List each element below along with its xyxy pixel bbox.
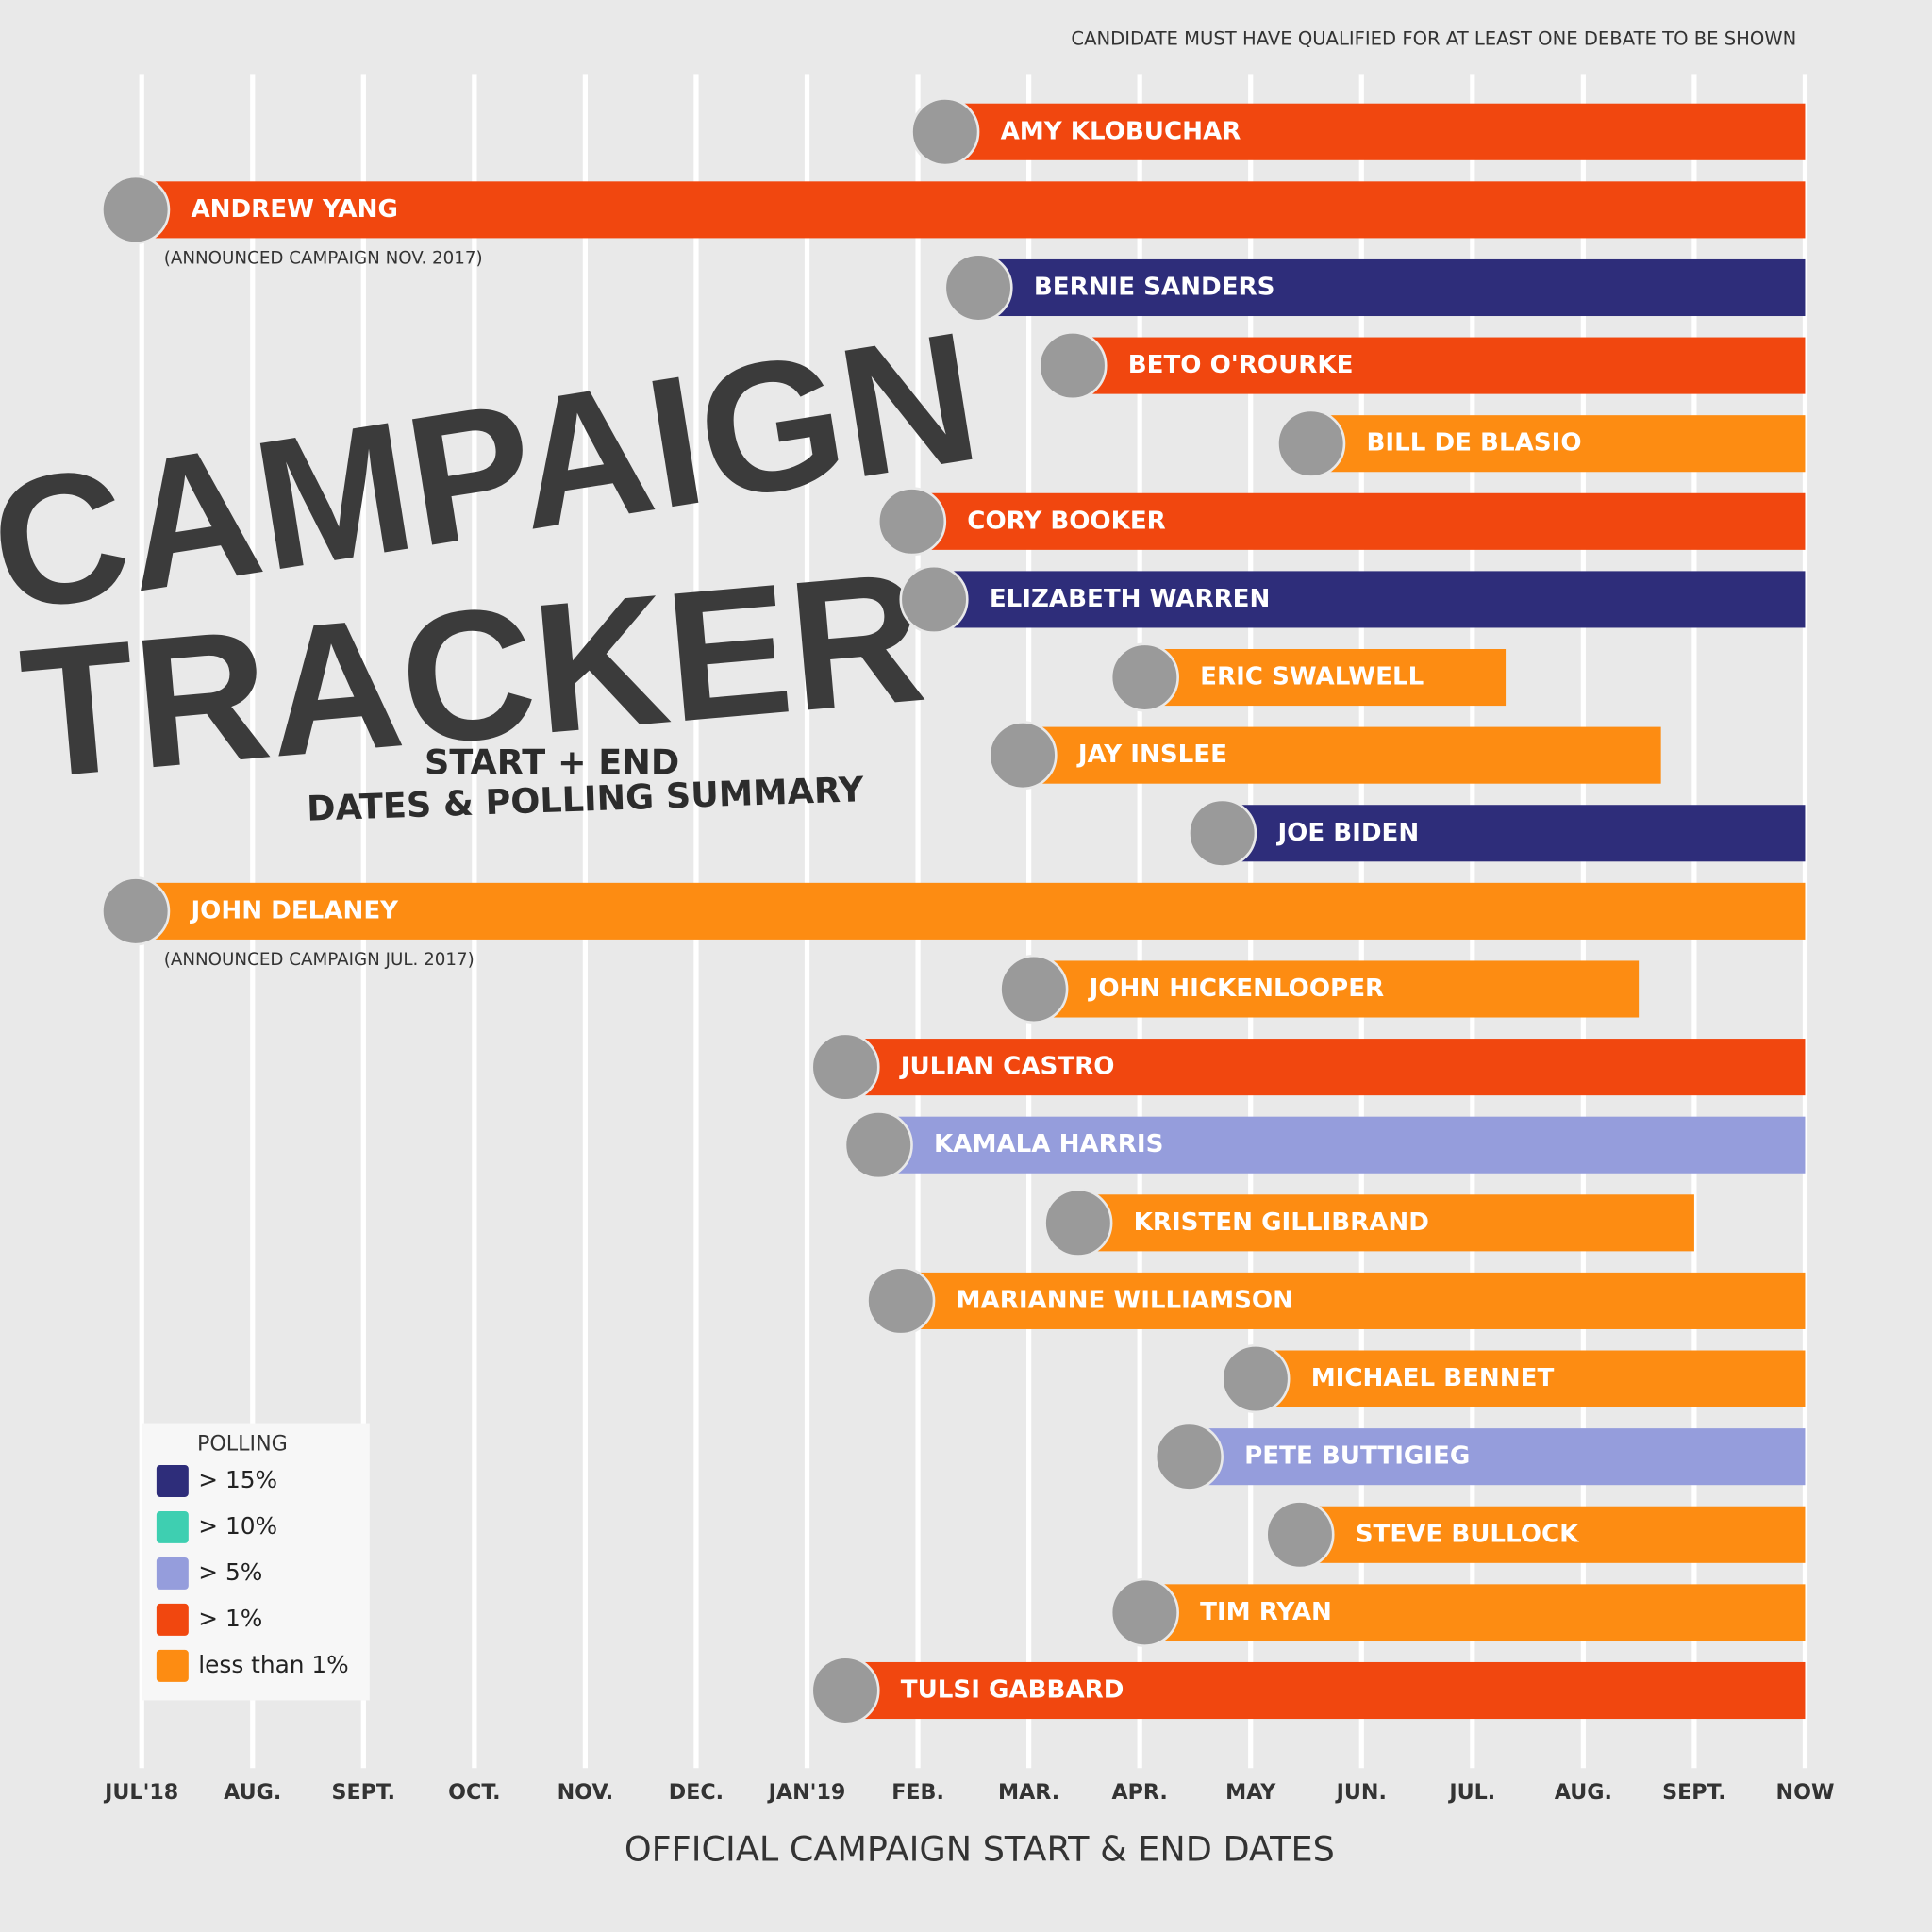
candidate-face: [1154, 1422, 1224, 1491]
legend-label: less than 1%: [198, 1651, 348, 1678]
candidate-face: [1221, 1343, 1291, 1414]
bar-label: KRISTEN GILLIBRAND: [1134, 1208, 1429, 1237]
candidate-face: [999, 954, 1069, 1024]
legend-swatch: [156, 1510, 189, 1543]
bar-label: JAY INSLEE: [1076, 741, 1227, 769]
x-axis-label: OFFICIAL CAMPAIGN START & END DATES: [625, 1828, 1335, 1869]
x-tick-label: AUG.: [1555, 1780, 1612, 1805]
bar: [1194, 1428, 1806, 1486]
bar: [1228, 805, 1806, 862]
candidate-face: [1038, 331, 1108, 401]
bar-note: (ANNOUNCED CAMPAIGN NOV. 2017): [164, 249, 483, 269]
bar-label: JOHN DELANEY: [189, 896, 399, 924]
bar-label: MICHAEL BENNET: [1311, 1364, 1555, 1392]
candidate-face: [1109, 642, 1179, 712]
x-tick-label: JUN.: [1335, 1780, 1387, 1805]
bar-label: ERIC SWALWELL: [1200, 663, 1424, 691]
x-tick-label: OCT.: [448, 1780, 500, 1805]
bar: [1261, 1350, 1806, 1407]
bar: [907, 1272, 1806, 1329]
candidate-face: [910, 97, 980, 167]
bar-label: ANDREW YANG: [191, 195, 397, 224]
candidate-face: [101, 876, 171, 946]
x-tick-label: JUL'18: [103, 1780, 178, 1805]
chart-subtitle: START + END: [425, 741, 679, 782]
candidate-face: [943, 253, 1013, 323]
bar: [1306, 1506, 1806, 1563]
x-tick-label: SEPT.: [332, 1780, 396, 1805]
x-tick-label: NOV.: [558, 1780, 614, 1805]
bar: [851, 1039, 1806, 1096]
bar-label: BILL DE BLASIO: [1366, 429, 1581, 458]
bar: [1150, 1584, 1806, 1641]
bar: [1078, 337, 1806, 394]
x-tick-label: JUL.: [1447, 1780, 1495, 1805]
x-tick-label: JAN'19: [767, 1780, 846, 1805]
x-tick-label: MAR.: [998, 1780, 1059, 1805]
bar: [940, 571, 1806, 628]
x-tick-label: SEPT.: [1662, 1780, 1726, 1805]
legend-title: POLLING: [197, 1431, 288, 1456]
legend-label: > 10%: [198, 1512, 277, 1540]
x-tick-label: MAY: [1225, 1780, 1276, 1805]
bar: [1040, 960, 1640, 1018]
bar: [884, 1116, 1806, 1174]
bar-label: BETO O'ROURKE: [1128, 351, 1354, 379]
candidate-face: [843, 1110, 913, 1180]
bar: [142, 882, 1806, 940]
candidate-face: [866, 1266, 936, 1336]
candidate-face: [1265, 1500, 1335, 1570]
legend-swatch: [156, 1557, 189, 1590]
bar-label: TIM RYAN: [1200, 1598, 1332, 1626]
candidate-face: [1043, 1188, 1113, 1257]
x-tick-label: NOW: [1776, 1780, 1835, 1805]
candidate-face: [101, 175, 171, 244]
bar-label: PETE BUTTIGIEG: [1244, 1442, 1470, 1471]
legend-swatch: [156, 1649, 189, 1682]
x-tick-label: FEB.: [891, 1780, 944, 1805]
bar-label: KAMALA HARRIS: [934, 1130, 1163, 1158]
bar: [851, 1661, 1806, 1720]
candidate-face: [1109, 1577, 1179, 1647]
legend-label: > 15%: [198, 1466, 277, 1493]
bar-label: MARIANNE WILLIAMSON: [957, 1286, 1293, 1314]
bar-label: CORY BOOKER: [967, 507, 1166, 535]
candidate-face: [1188, 798, 1257, 868]
bar-label: TULSI GABBARD: [901, 1676, 1124, 1705]
candidate-face: [988, 721, 1058, 791]
x-tick-label: DEC.: [669, 1780, 724, 1805]
bar-label: JOHN HICKENLOOPER: [1088, 974, 1385, 1003]
candidate-face: [810, 1656, 880, 1725]
bar-label: BERNIE SANDERS: [1034, 273, 1275, 301]
chart-note: CANDIDATE MUST HAVE QUALIFIED FOR AT LEA…: [1071, 27, 1796, 49]
bar-label: ELIZABETH WARREN: [990, 585, 1271, 613]
candidate-face: [899, 564, 969, 634]
bar: [984, 258, 1806, 317]
bar-label: STEVE BULLOCK: [1356, 1520, 1580, 1548]
x-tick-label: APR.: [1111, 1780, 1167, 1805]
bar: [951, 103, 1806, 160]
bar: [142, 181, 1806, 239]
legend-label: > 1%: [198, 1605, 262, 1632]
bar: [1084, 1194, 1694, 1252]
legend-swatch: [156, 1603, 189, 1636]
candidate-face: [810, 1032, 880, 1102]
candidate-face: [876, 487, 947, 557]
bar-label: AMY KLOBUCHAR: [1001, 117, 1241, 145]
bar: [1150, 649, 1507, 707]
legend-label: > 5%: [198, 1558, 262, 1586]
bar: [918, 492, 1806, 550]
candidate-face: [1276, 408, 1346, 478]
bar: [1317, 415, 1806, 473]
legend-swatch: [156, 1464, 189, 1497]
bar: [1028, 726, 1661, 784]
bar-label: JOE BIDEN: [1275, 819, 1419, 847]
x-tick-label: AUG.: [224, 1780, 281, 1805]
bar-note: (ANNOUNCED CAMPAIGN JUL. 2017): [164, 950, 475, 970]
bar-label: JULIAN CASTRO: [899, 1053, 1115, 1081]
